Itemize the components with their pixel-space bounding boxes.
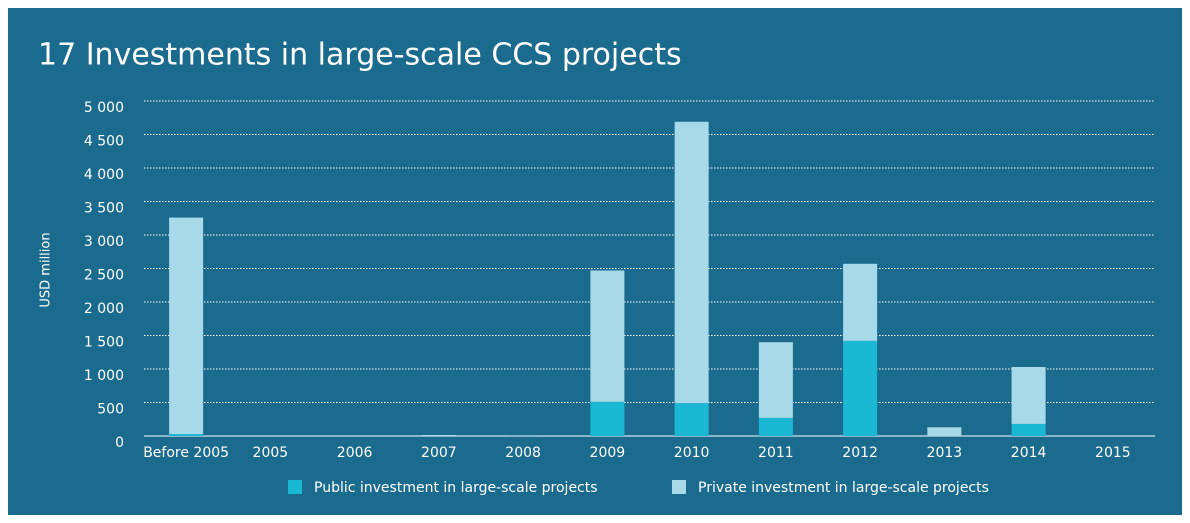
bar-segment	[674, 403, 709, 436]
bar-segment	[674, 121, 709, 404]
legend-label: Private investment in large-scale projec…	[698, 480, 989, 496]
x-tick-label: 2007	[421, 445, 457, 461]
y-tick-label: 0	[115, 435, 124, 451]
x-tick-label: Before 2005	[143, 445, 229, 461]
y-tick-label: 2 000	[84, 301, 124, 317]
y-tick-label: 4 500	[84, 134, 124, 150]
bar-segment	[758, 417, 793, 436]
x-tick-label: 2008	[505, 445, 541, 461]
bar-segment	[843, 340, 878, 436]
bar-segment	[590, 401, 625, 436]
legend-swatch	[672, 480, 686, 494]
x-tick-label: 2011	[758, 445, 794, 461]
bar-segment	[169, 433, 204, 436]
legend-swatch	[288, 480, 302, 494]
x-tick-label: 2014	[1011, 445, 1047, 461]
y-tick-label: 1 000	[84, 368, 124, 384]
bar-segment	[843, 263, 878, 341]
x-tick-label: 2006	[337, 445, 373, 461]
y-tick-label: 3 000	[84, 234, 124, 250]
bar-segment	[169, 217, 204, 434]
y-tick-label: 3 500	[84, 201, 124, 217]
bar-segment	[421, 434, 456, 436]
x-tick-label: 2015	[1095, 445, 1131, 461]
y-tick-label: 500	[97, 402, 124, 418]
chart-title: 17 Investments in large-scale CCS projec…	[38, 38, 682, 73]
x-tick-label: 2005	[253, 445, 289, 461]
x-tick-label: 2013	[927, 445, 963, 461]
bar-segment	[506, 435, 541, 436]
y-tick-label: 1 500	[84, 335, 124, 351]
bar-segment	[1011, 366, 1046, 424]
legend-label: Public investment in large-scale project…	[314, 480, 598, 496]
y-axis-label: USD million	[39, 232, 54, 307]
bar-segment	[927, 427, 962, 436]
bar-segment	[1011, 423, 1046, 436]
y-tick-label: 5 000	[84, 100, 124, 116]
bar-segment	[590, 270, 625, 402]
bar-segment	[758, 342, 793, 418]
x-tick-label: 2009	[590, 445, 626, 461]
x-tick-label: 2010	[674, 445, 710, 461]
y-tick-label: 2 500	[84, 268, 124, 284]
y-tick-label: 4 000	[84, 167, 124, 183]
x-tick-label: 2012	[842, 445, 878, 461]
